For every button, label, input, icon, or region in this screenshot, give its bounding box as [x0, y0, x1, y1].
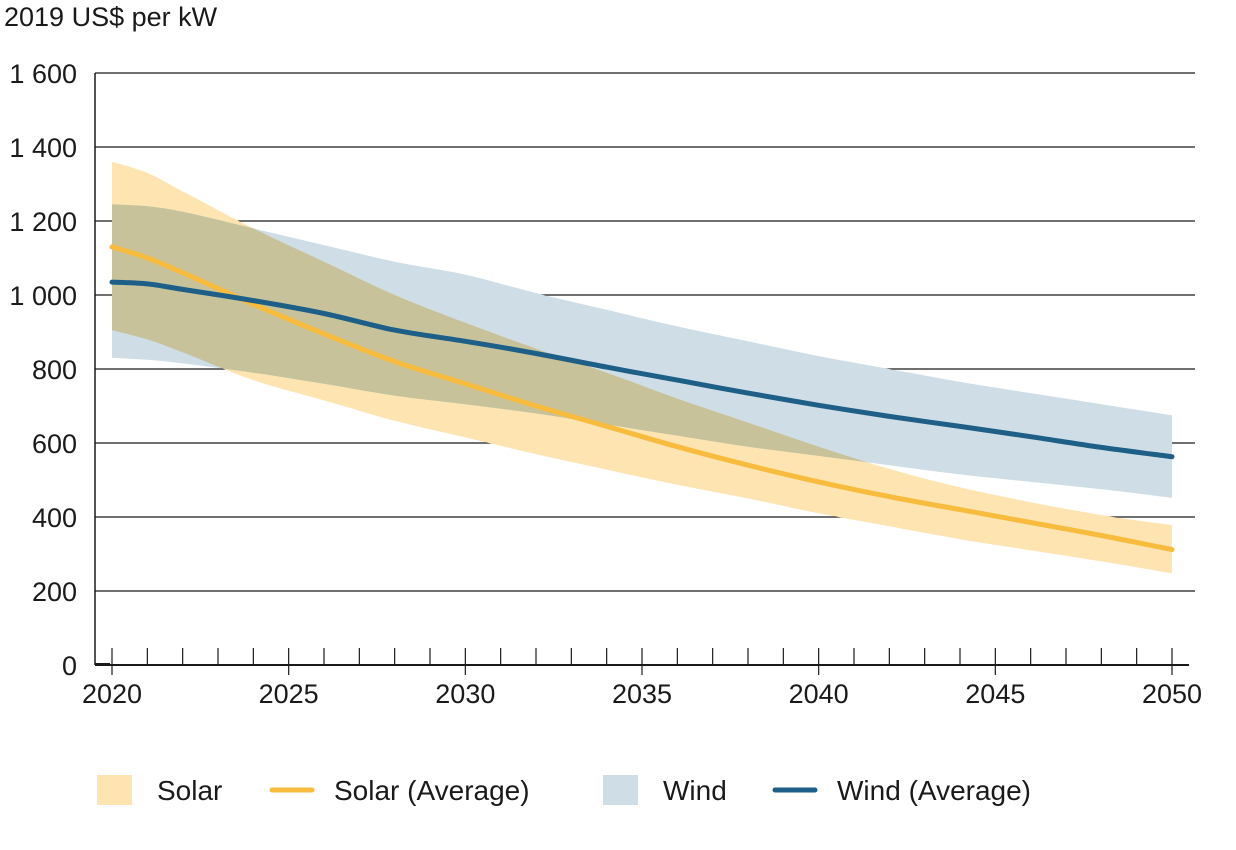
x-tick-label-2045: 2045 [965, 679, 1025, 709]
y-tick-label-1400: 1 400 [9, 133, 77, 163]
legend-label-wind: Wind [663, 775, 727, 806]
line-wind-average [109, 279, 1175, 460]
y-tick-label-600: 600 [32, 429, 77, 459]
y-tick-label-1600: 1 600 [9, 59, 77, 89]
legend-label-solar: Solar [157, 775, 222, 806]
x-tick-label-2030: 2030 [435, 679, 495, 709]
x-tick-label-2050: 2050 [1142, 679, 1202, 709]
y-tick-label-400: 400 [32, 503, 77, 533]
legend-label-solar-average: Solar (Average) [334, 775, 530, 806]
legend-swatch-solar [97, 775, 132, 805]
y-tick-label-1200: 1 200 [9, 207, 77, 237]
legend: Solar Solar (Average) Wind Wind (Average) [97, 775, 1031, 806]
y-tick-label-1000: 1 000 [9, 281, 77, 311]
legend-swatch-wind [603, 775, 638, 805]
y-axis-title: 2019 US$ per kW [4, 2, 218, 32]
y-tick-labels: 0 200 400 600 800 1 000 1 200 1 400 1 600 [9, 59, 77, 681]
x-tick-label-2040: 2040 [789, 679, 849, 709]
x-tick-label-2025: 2025 [259, 679, 319, 709]
band-wind [112, 204, 1172, 498]
bands [112, 161, 1172, 574]
average-lines [109, 244, 1175, 553]
legend-label-wind-average: Wind (Average) [837, 775, 1031, 806]
y-tick-label-0: 0 [62, 651, 77, 681]
y-tick-label-200: 200 [32, 577, 77, 607]
x-tick-label-2020: 2020 [82, 679, 142, 709]
y-tick-label-800: 800 [32, 355, 77, 385]
x-tick-label-2035: 2035 [612, 679, 672, 709]
x-tick-labels: 2020 2025 2030 2035 2040 2045 2050 [82, 679, 1202, 709]
axes [94, 73, 1189, 675]
